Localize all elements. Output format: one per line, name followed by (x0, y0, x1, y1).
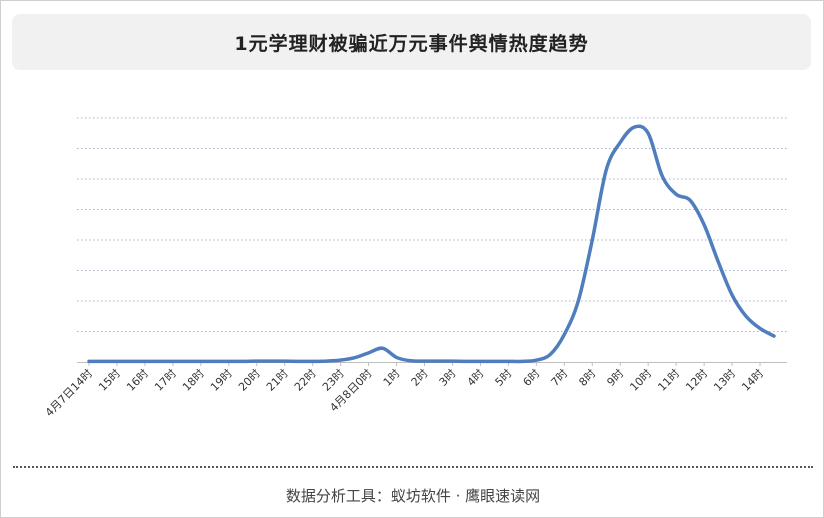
gridlines (77, 117, 787, 332)
x-tick-label: 14时 (739, 367, 766, 394)
x-tick-label: 5时 (493, 367, 515, 389)
footer-divider (13, 466, 813, 468)
x-tick-label: 8时 (576, 367, 598, 389)
x-tick-label: 20时 (236, 367, 263, 394)
x-tick-label: 21时 (264, 367, 291, 394)
series-line (87, 124, 776, 364)
title-bar: 1元学理财被骗近万元事件舆情热度趋势 (12, 14, 811, 70)
x-tick-label: 16时 (124, 367, 151, 394)
x-tick-label: 22时 (292, 367, 319, 394)
x-tick-label: 6时 (521, 367, 543, 389)
x-tick-label: 3时 (437, 367, 459, 389)
x-tick-label: 12时 (683, 367, 710, 394)
x-tick-label: 4时 (465, 367, 487, 389)
x-tick-label: 2时 (409, 367, 431, 389)
data-points (88, 126, 776, 363)
x-tick-label: 18时 (180, 367, 207, 394)
footer-credit: 数据分析工具：蚁坊软件 · 鹰眼速读网 (285, 487, 541, 505)
x-tick-label: 10时 (627, 367, 654, 394)
x-tick-label: 9时 (604, 367, 626, 389)
x-tick-label: 7时 (549, 367, 571, 389)
x-tick-label: 1时 (381, 367, 403, 389)
x-tick-label: 4月7日14时 (43, 367, 95, 419)
x-tick-labels: 4月7日14时 15时 16时 17时 18时 19时 20时 21时 22时 23时4月8日0时… (43, 367, 766, 419)
chart-title: 1元学理财被骗近万元事件舆情热度趋势 (234, 32, 589, 55)
x-tick-label: 13时 (711, 367, 738, 394)
x-tick-label: 19时 (208, 367, 235, 394)
x-tick-label: 15时 (96, 367, 123, 394)
x-tick-label: 11时 (655, 367, 682, 394)
x-tick-label: 17时 (152, 367, 179, 394)
